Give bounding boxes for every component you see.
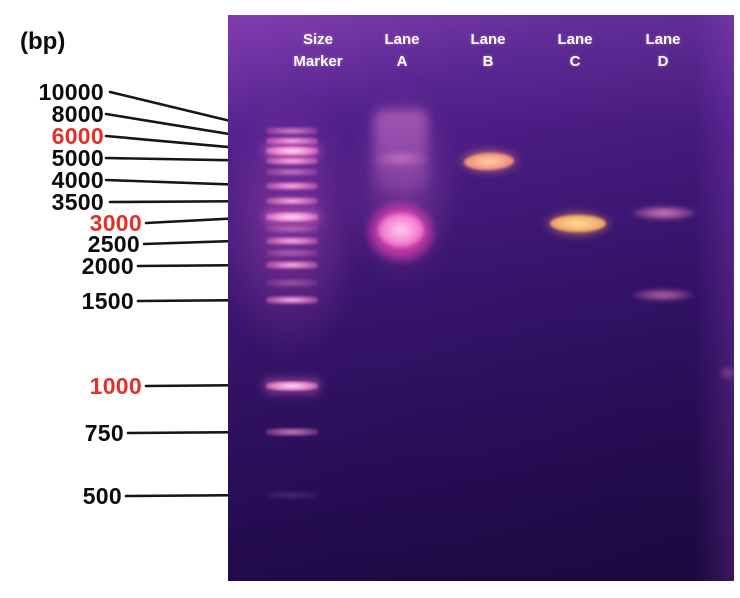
marker-band — [266, 225, 318, 233]
lane-header-line1: Lane — [557, 31, 593, 48]
lane-header-line2: D — [657, 53, 669, 70]
gel-photo: Size Marker Lane A Lane B Lane C Lane D — [228, 15, 734, 581]
lane-header-line1: Lane — [470, 31, 506, 48]
lane-a-main-band-core — [378, 213, 424, 247]
marker-size-label-8000: 8000 — [51, 101, 104, 127]
marker-size-label-2000: 2000 — [81, 253, 134, 279]
marker-band — [266, 182, 318, 190]
lane-d-band-lower — [632, 289, 694, 301]
marker-size-label-6000: 6000 — [51, 123, 104, 149]
marker-band-750 — [266, 428, 318, 436]
lane-header-b: Lane B — [446, 29, 530, 73]
marker-size-label-2500: 2500 — [87, 231, 140, 257]
lane-header-line2: A — [396, 53, 408, 70]
marker-band-6000 — [266, 146, 318, 156]
bp-unit-label: (bp) — [20, 28, 66, 55]
lane-header-line2: C — [569, 53, 581, 70]
lane-header-line2: B — [482, 53, 494, 70]
marker-band — [266, 157, 318, 165]
marker-band — [266, 168, 318, 176]
marker-size-label-3500: 3500 — [51, 189, 104, 215]
marker-size-label-10000: 10000 — [38, 79, 104, 105]
marker-size-label-1500: 1500 — [81, 288, 134, 314]
lane-header-line1: Lane — [645, 31, 681, 48]
marker-size-label-750: 750 — [84, 420, 124, 446]
marker-band-3000 — [266, 212, 318, 222]
lane-header-line1: Size — [302, 31, 333, 48]
lane-header-a: Lane A — [360, 29, 444, 73]
lane-header-c: Lane C — [533, 29, 617, 73]
marker-size-label-4000: 4000 — [51, 167, 104, 193]
marker-band — [266, 237, 318, 245]
marker-band — [266, 296, 318, 304]
marker-size-label-3000: 3000 — [89, 210, 142, 236]
lane-a-smear — [374, 110, 428, 190]
lane-d-band-upper — [632, 206, 696, 220]
marker-size-label-1000: 1000 — [89, 373, 142, 399]
lane-header-line2: Marker — [293, 53, 343, 70]
right-edge-faint-band — [720, 367, 734, 379]
marker-band-1000 — [266, 381, 318, 391]
marker-band — [266, 249, 318, 257]
marker-band-500 — [266, 491, 318, 499]
marker-size-label-500: 500 — [82, 483, 122, 509]
marker-size-label-5000: 5000 — [51, 145, 104, 171]
marker-band — [266, 127, 318, 135]
marker-band — [266, 137, 318, 145]
lane-c-band-core — [550, 215, 606, 232]
lane-a-faint-band — [372, 151, 430, 167]
marker-band — [266, 197, 318, 205]
gel-glow-right-edge — [694, 15, 734, 581]
marker-band — [266, 261, 318, 269]
marker-band — [266, 279, 318, 287]
lane-header-size-marker: Size Marker — [276, 29, 360, 73]
lane-header-d: Lane D — [621, 29, 705, 73]
lane-header-line1: Lane — [384, 31, 420, 48]
